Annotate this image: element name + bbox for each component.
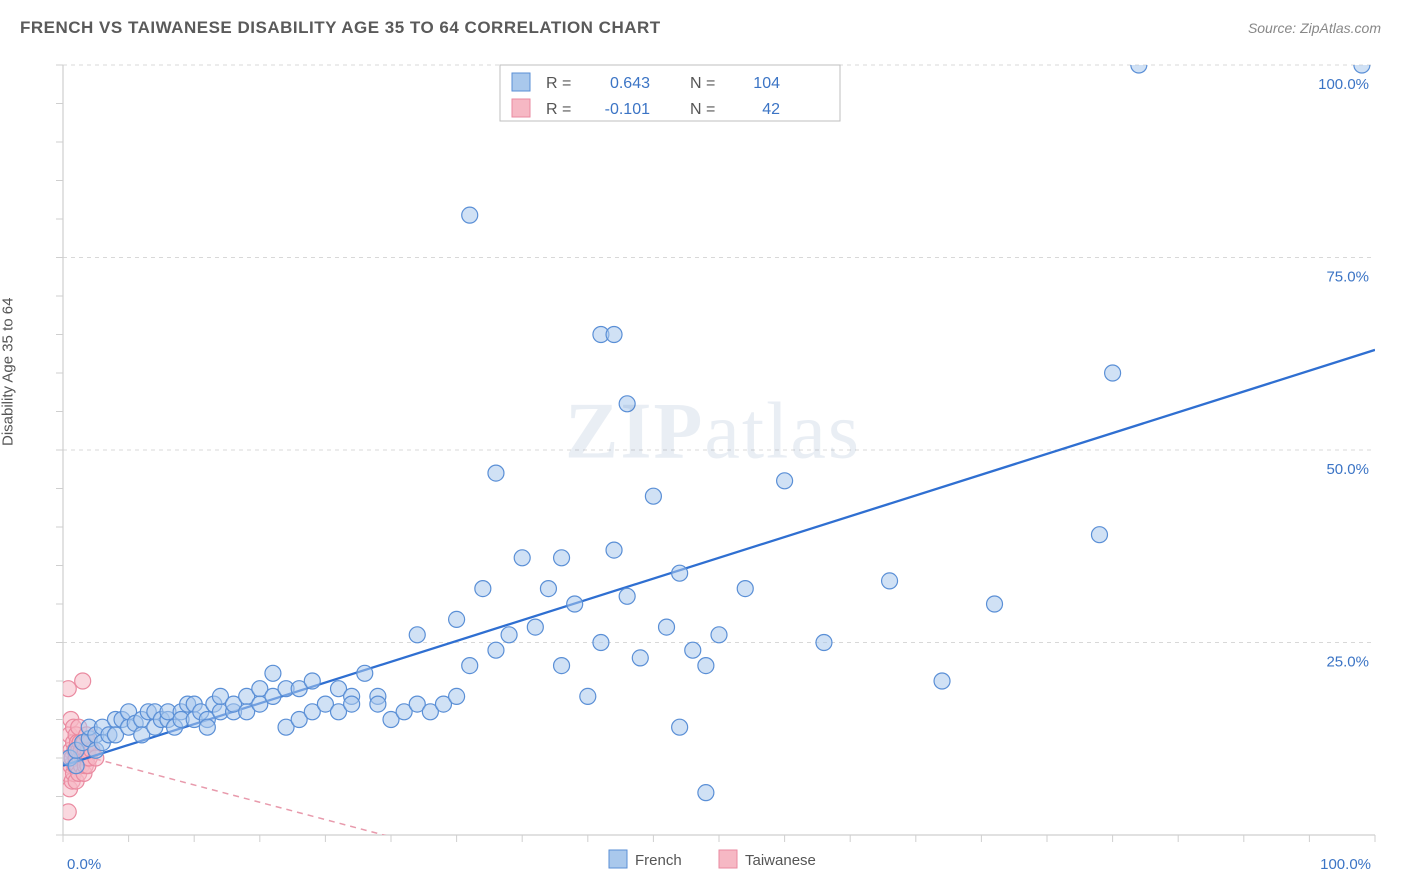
svg-text:42: 42 bbox=[762, 101, 780, 118]
svg-text:100.0%: 100.0% bbox=[1318, 76, 1369, 93]
correlation-scatter-chart: 25.0% 50.0% 75.0% 100.0% 0.0% 100.0% R = 0.643 N… bbox=[45, 55, 1381, 875]
svg-text:Taiwanese: Taiwanese bbox=[745, 852, 816, 869]
y-axis-label: Disability Age 35 to 64 bbox=[0, 298, 17, 446]
svg-text:25.0%: 25.0% bbox=[1326, 654, 1369, 671]
svg-text:N =: N = bbox=[690, 101, 715, 118]
source-credit: Source: ZipAtlas.com bbox=[1248, 20, 1381, 36]
svg-text:100.0%: 100.0% bbox=[1320, 856, 1371, 873]
svg-text:104: 104 bbox=[753, 75, 780, 92]
svg-text:R =: R = bbox=[546, 101, 571, 118]
svg-text:0.643: 0.643 bbox=[610, 75, 650, 92]
chart-title: FRENCH VS TAIWANESE DISABILITY AGE 35 TO… bbox=[20, 18, 661, 38]
chart-container: 25.0% 50.0% 75.0% 100.0% 0.0% 100.0% R = 0.643 N… bbox=[45, 55, 1381, 875]
svg-text:N =: N = bbox=[690, 75, 715, 92]
svg-text:0.0%: 0.0% bbox=[67, 856, 101, 873]
svg-text:75.0%: 75.0% bbox=[1326, 269, 1369, 286]
svg-text:R =: R = bbox=[546, 75, 571, 92]
stats-legend: R = 0.643 N = 104 R = -0.101 N = 42 bbox=[500, 65, 840, 121]
svg-text:-0.101: -0.101 bbox=[605, 101, 650, 118]
svg-text:50.0%: 50.0% bbox=[1326, 461, 1369, 478]
series-legend: French Taiwanese bbox=[609, 850, 816, 869]
svg-text:French: French bbox=[635, 852, 682, 869]
